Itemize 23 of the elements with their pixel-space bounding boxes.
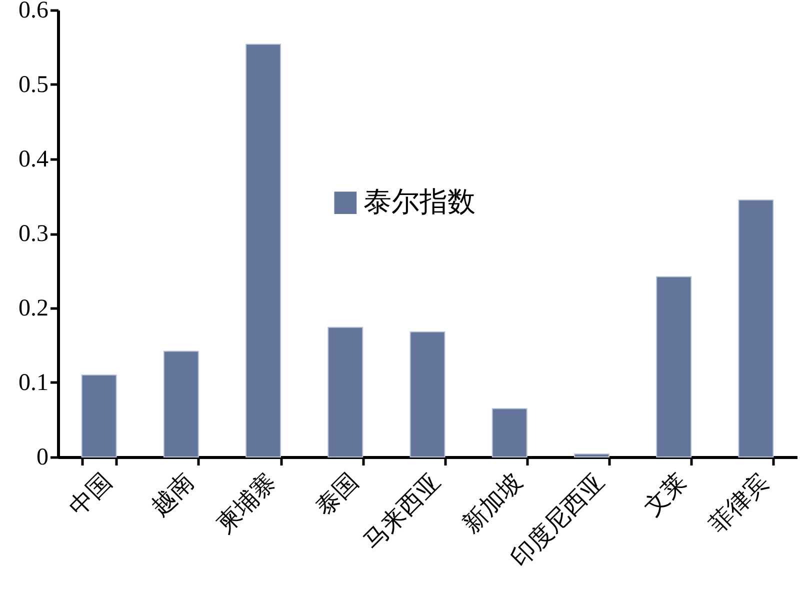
y-tick-label: 0.6: [18, 0, 48, 24]
legend-label: 泰尔指数: [363, 186, 476, 218]
y-tick-label: 0.5: [18, 72, 48, 98]
bar: [163, 350, 199, 458]
bar: [246, 44, 282, 458]
x-tick-label: 越南: [147, 468, 200, 522]
x-tick-label: 菲律宾: [704, 468, 774, 538]
x-tick-label: 中国: [64, 468, 118, 522]
y-tick-label: 0.1: [18, 370, 48, 396]
y-tick-label: 0.4: [18, 146, 48, 172]
bar: [738, 199, 774, 458]
bar: [328, 326, 364, 458]
bar: [656, 276, 692, 458]
bar: [81, 374, 117, 458]
bar: [492, 408, 528, 458]
y-tick-label: 0: [36, 444, 48, 470]
y-tick-label: 0.3: [18, 221, 48, 247]
x-tick-label: 新加坡: [458, 468, 528, 538]
x-tick-label: 文莱: [638, 468, 692, 522]
bar: [410, 331, 446, 458]
bar: [574, 454, 610, 458]
x-tick-label: 柬埔寨: [211, 468, 282, 538]
y-tick-label: 0.2: [18, 296, 48, 322]
